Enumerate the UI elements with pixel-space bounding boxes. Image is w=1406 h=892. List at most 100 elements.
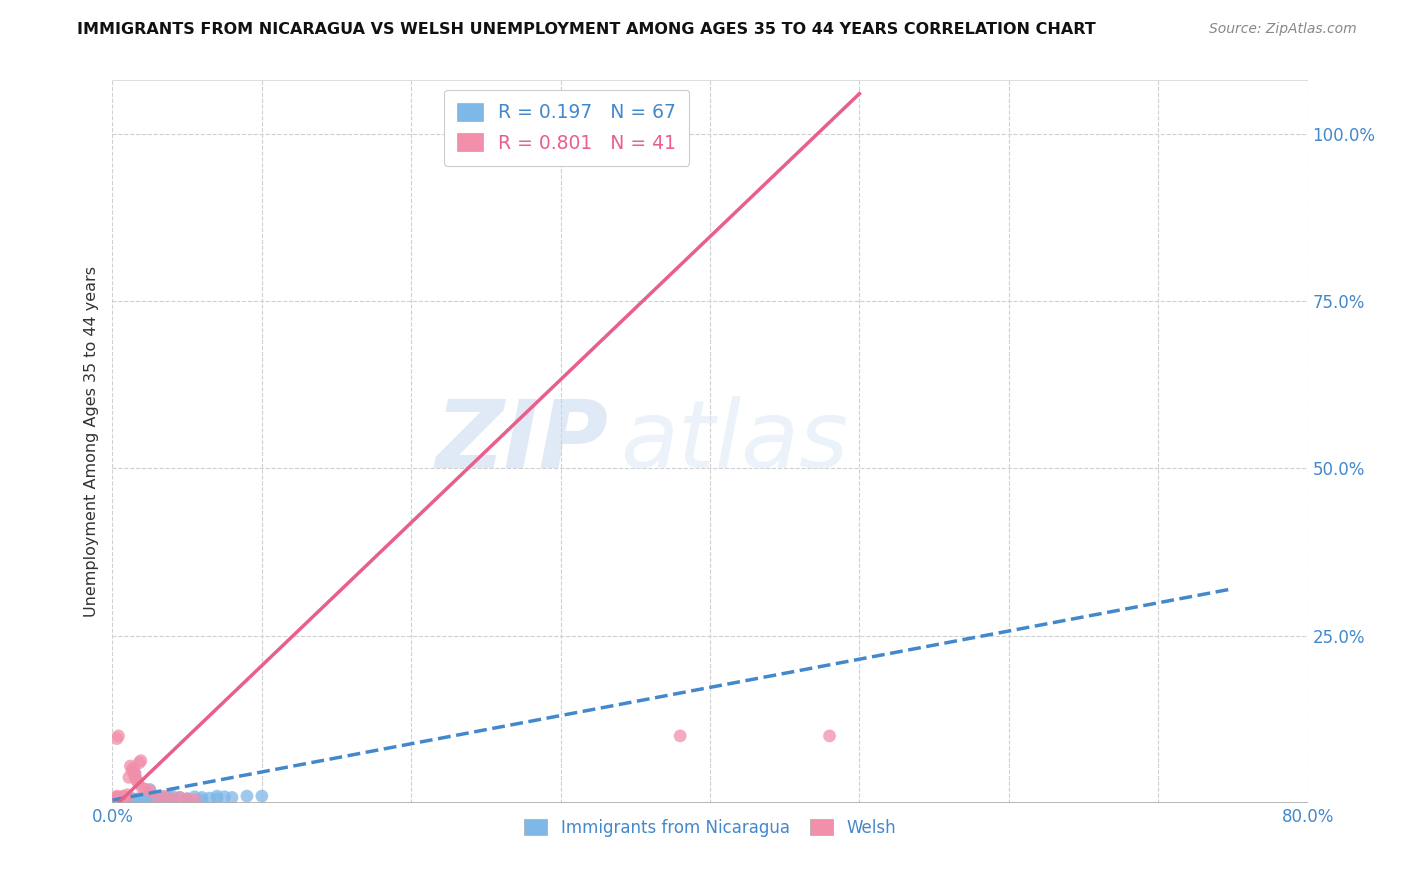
Point xyxy=(117,788,139,802)
Point xyxy=(183,789,205,804)
Text: Source: ZipAtlas.com: Source: ZipAtlas.com xyxy=(1209,22,1357,37)
Point xyxy=(121,793,143,807)
Point xyxy=(107,792,129,806)
Text: atlas: atlas xyxy=(620,396,849,487)
Point xyxy=(191,793,214,807)
Point xyxy=(120,759,142,773)
Point xyxy=(146,791,169,805)
Point xyxy=(103,795,125,809)
Point xyxy=(139,790,162,805)
Text: IMMIGRANTS FROM NICARAGUA VS WELSH UNEMPLOYMENT AMONG AGES 35 TO 44 YEARS CORREL: IMMIGRANTS FROM NICARAGUA VS WELSH UNEMP… xyxy=(77,22,1097,37)
Point xyxy=(176,792,198,806)
Point xyxy=(117,793,139,807)
Point xyxy=(110,794,132,808)
Point xyxy=(107,794,129,808)
Point xyxy=(117,792,139,806)
Point xyxy=(111,789,134,804)
Point xyxy=(107,729,129,743)
Point xyxy=(198,791,221,805)
Point xyxy=(115,790,138,805)
Point xyxy=(105,790,128,805)
Point xyxy=(108,792,131,806)
Point xyxy=(105,795,128,809)
Point xyxy=(108,794,131,808)
Point xyxy=(176,794,198,808)
Point xyxy=(108,793,131,807)
Point xyxy=(105,789,128,804)
Point xyxy=(105,793,128,807)
Point xyxy=(111,795,134,809)
Point xyxy=(108,795,131,809)
Point xyxy=(236,789,259,804)
Point xyxy=(205,789,228,804)
Point xyxy=(146,790,169,805)
Point xyxy=(149,789,172,804)
Point xyxy=(118,794,141,808)
Point xyxy=(104,795,127,809)
Point xyxy=(111,792,134,806)
Point xyxy=(124,767,146,781)
Point xyxy=(105,795,128,809)
Point xyxy=(107,792,129,806)
Point xyxy=(114,792,135,806)
Point xyxy=(214,789,236,804)
Point xyxy=(122,792,145,806)
Point xyxy=(111,794,134,808)
Point xyxy=(153,791,176,805)
Point xyxy=(129,754,152,768)
Point xyxy=(131,792,153,806)
Point xyxy=(115,792,138,806)
Point xyxy=(124,792,146,806)
Point xyxy=(169,790,191,805)
Point xyxy=(818,729,841,743)
Point xyxy=(127,776,149,790)
Point xyxy=(103,794,125,808)
Point xyxy=(115,794,138,808)
Point xyxy=(134,792,156,806)
Point xyxy=(162,792,183,806)
Point xyxy=(127,792,149,806)
Point xyxy=(107,793,129,807)
Point xyxy=(128,756,150,770)
Point xyxy=(103,795,125,809)
Point xyxy=(250,789,273,804)
Point xyxy=(124,765,146,780)
Point xyxy=(122,761,145,775)
Point xyxy=(162,792,183,806)
Point xyxy=(139,782,162,797)
Point xyxy=(103,795,125,809)
Point xyxy=(183,792,205,806)
Point xyxy=(176,792,198,806)
Point xyxy=(110,793,132,807)
Point xyxy=(121,764,143,778)
Point xyxy=(114,791,135,805)
Point xyxy=(104,792,127,806)
Point xyxy=(118,771,141,785)
Point xyxy=(128,792,150,806)
Point xyxy=(104,793,127,807)
Text: ZIP: ZIP xyxy=(436,395,609,488)
Point xyxy=(105,794,128,808)
Point xyxy=(108,791,131,805)
Point xyxy=(104,794,127,808)
Point xyxy=(107,795,129,809)
Legend: Immigrants from Nicaragua, Welsh: Immigrants from Nicaragua, Welsh xyxy=(512,807,908,848)
Point xyxy=(107,795,129,809)
Point xyxy=(103,792,125,806)
Point xyxy=(125,793,148,807)
Point xyxy=(120,792,142,806)
Point xyxy=(105,792,128,806)
Point xyxy=(153,789,176,804)
Point xyxy=(143,792,166,806)
Point xyxy=(669,729,692,743)
Point xyxy=(104,795,127,809)
Point xyxy=(104,792,127,806)
Point xyxy=(162,789,183,804)
Point xyxy=(110,790,132,805)
Point xyxy=(111,792,134,806)
Y-axis label: Unemployment Among Ages 35 to 44 years: Unemployment Among Ages 35 to 44 years xyxy=(83,266,98,617)
Point xyxy=(131,781,153,796)
Point xyxy=(129,794,152,808)
Point xyxy=(221,790,243,805)
Point xyxy=(169,790,191,805)
